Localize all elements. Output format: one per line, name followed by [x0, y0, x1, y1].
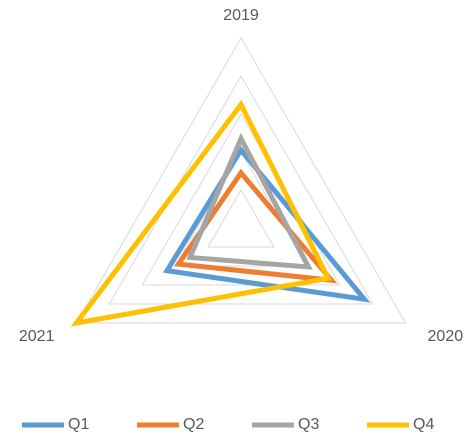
grid-ring [75, 37, 407, 324]
legend-label: Q4 [413, 416, 434, 433]
legend-label: Q2 [183, 416, 204, 433]
grid-ring [207, 189, 275, 248]
legend-label: Q1 [68, 416, 89, 433]
axis-label: 2019 [223, 7, 259, 24]
series-line [70, 99, 332, 327]
legend-label: Q3 [298, 416, 319, 433]
axis-label: 2020 [428, 328, 464, 345]
axis-label: 2021 [19, 328, 55, 345]
series-line [186, 132, 313, 270]
